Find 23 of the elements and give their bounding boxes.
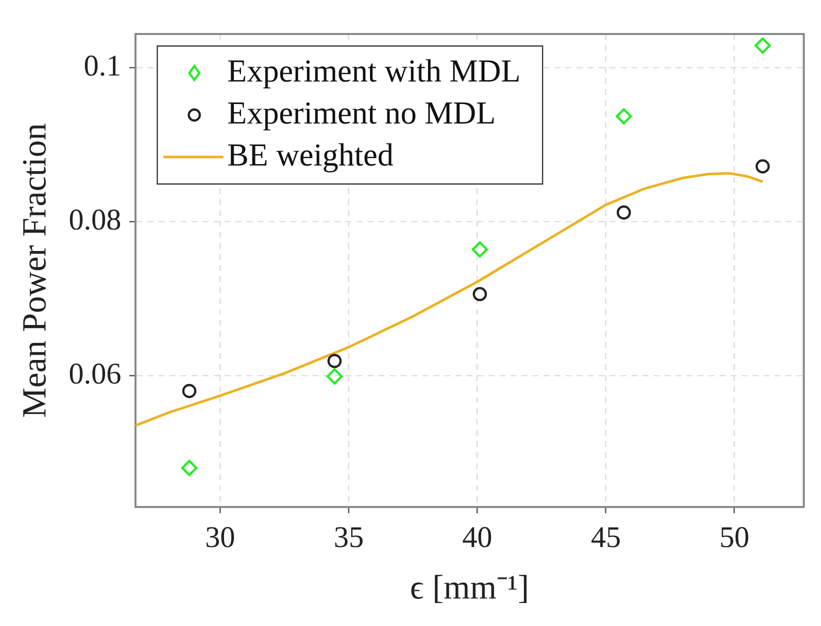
point xyxy=(182,384,196,398)
point xyxy=(181,460,198,476)
point xyxy=(756,159,770,174)
legend-label: Experiment with MDL xyxy=(227,52,521,88)
y-tick-label: 0.06 xyxy=(68,358,122,390)
y-tick-label: 0.1 xyxy=(84,50,122,83)
legend-label: Experiment no MDL xyxy=(227,94,496,130)
x-tick-label: 40 xyxy=(462,521,492,554)
point xyxy=(754,37,771,54)
point xyxy=(472,286,487,302)
point xyxy=(472,241,488,258)
x-tick-label: 35 xyxy=(334,521,364,554)
x-tick-label: 30 xyxy=(205,521,236,554)
y-axis-title: Mean Power Fraction xyxy=(16,123,54,418)
point xyxy=(616,205,631,220)
legend-label: BE weighted xyxy=(227,136,394,172)
y-tick-label: 0.08 xyxy=(68,204,122,237)
point xyxy=(616,108,632,124)
x-tick-label: 45 xyxy=(590,521,621,554)
x-axis-title: ϵ [mm⁻¹] xyxy=(410,570,530,607)
point xyxy=(326,368,343,384)
point xyxy=(327,354,342,368)
x-tick-label: 50 xyxy=(719,521,750,554)
